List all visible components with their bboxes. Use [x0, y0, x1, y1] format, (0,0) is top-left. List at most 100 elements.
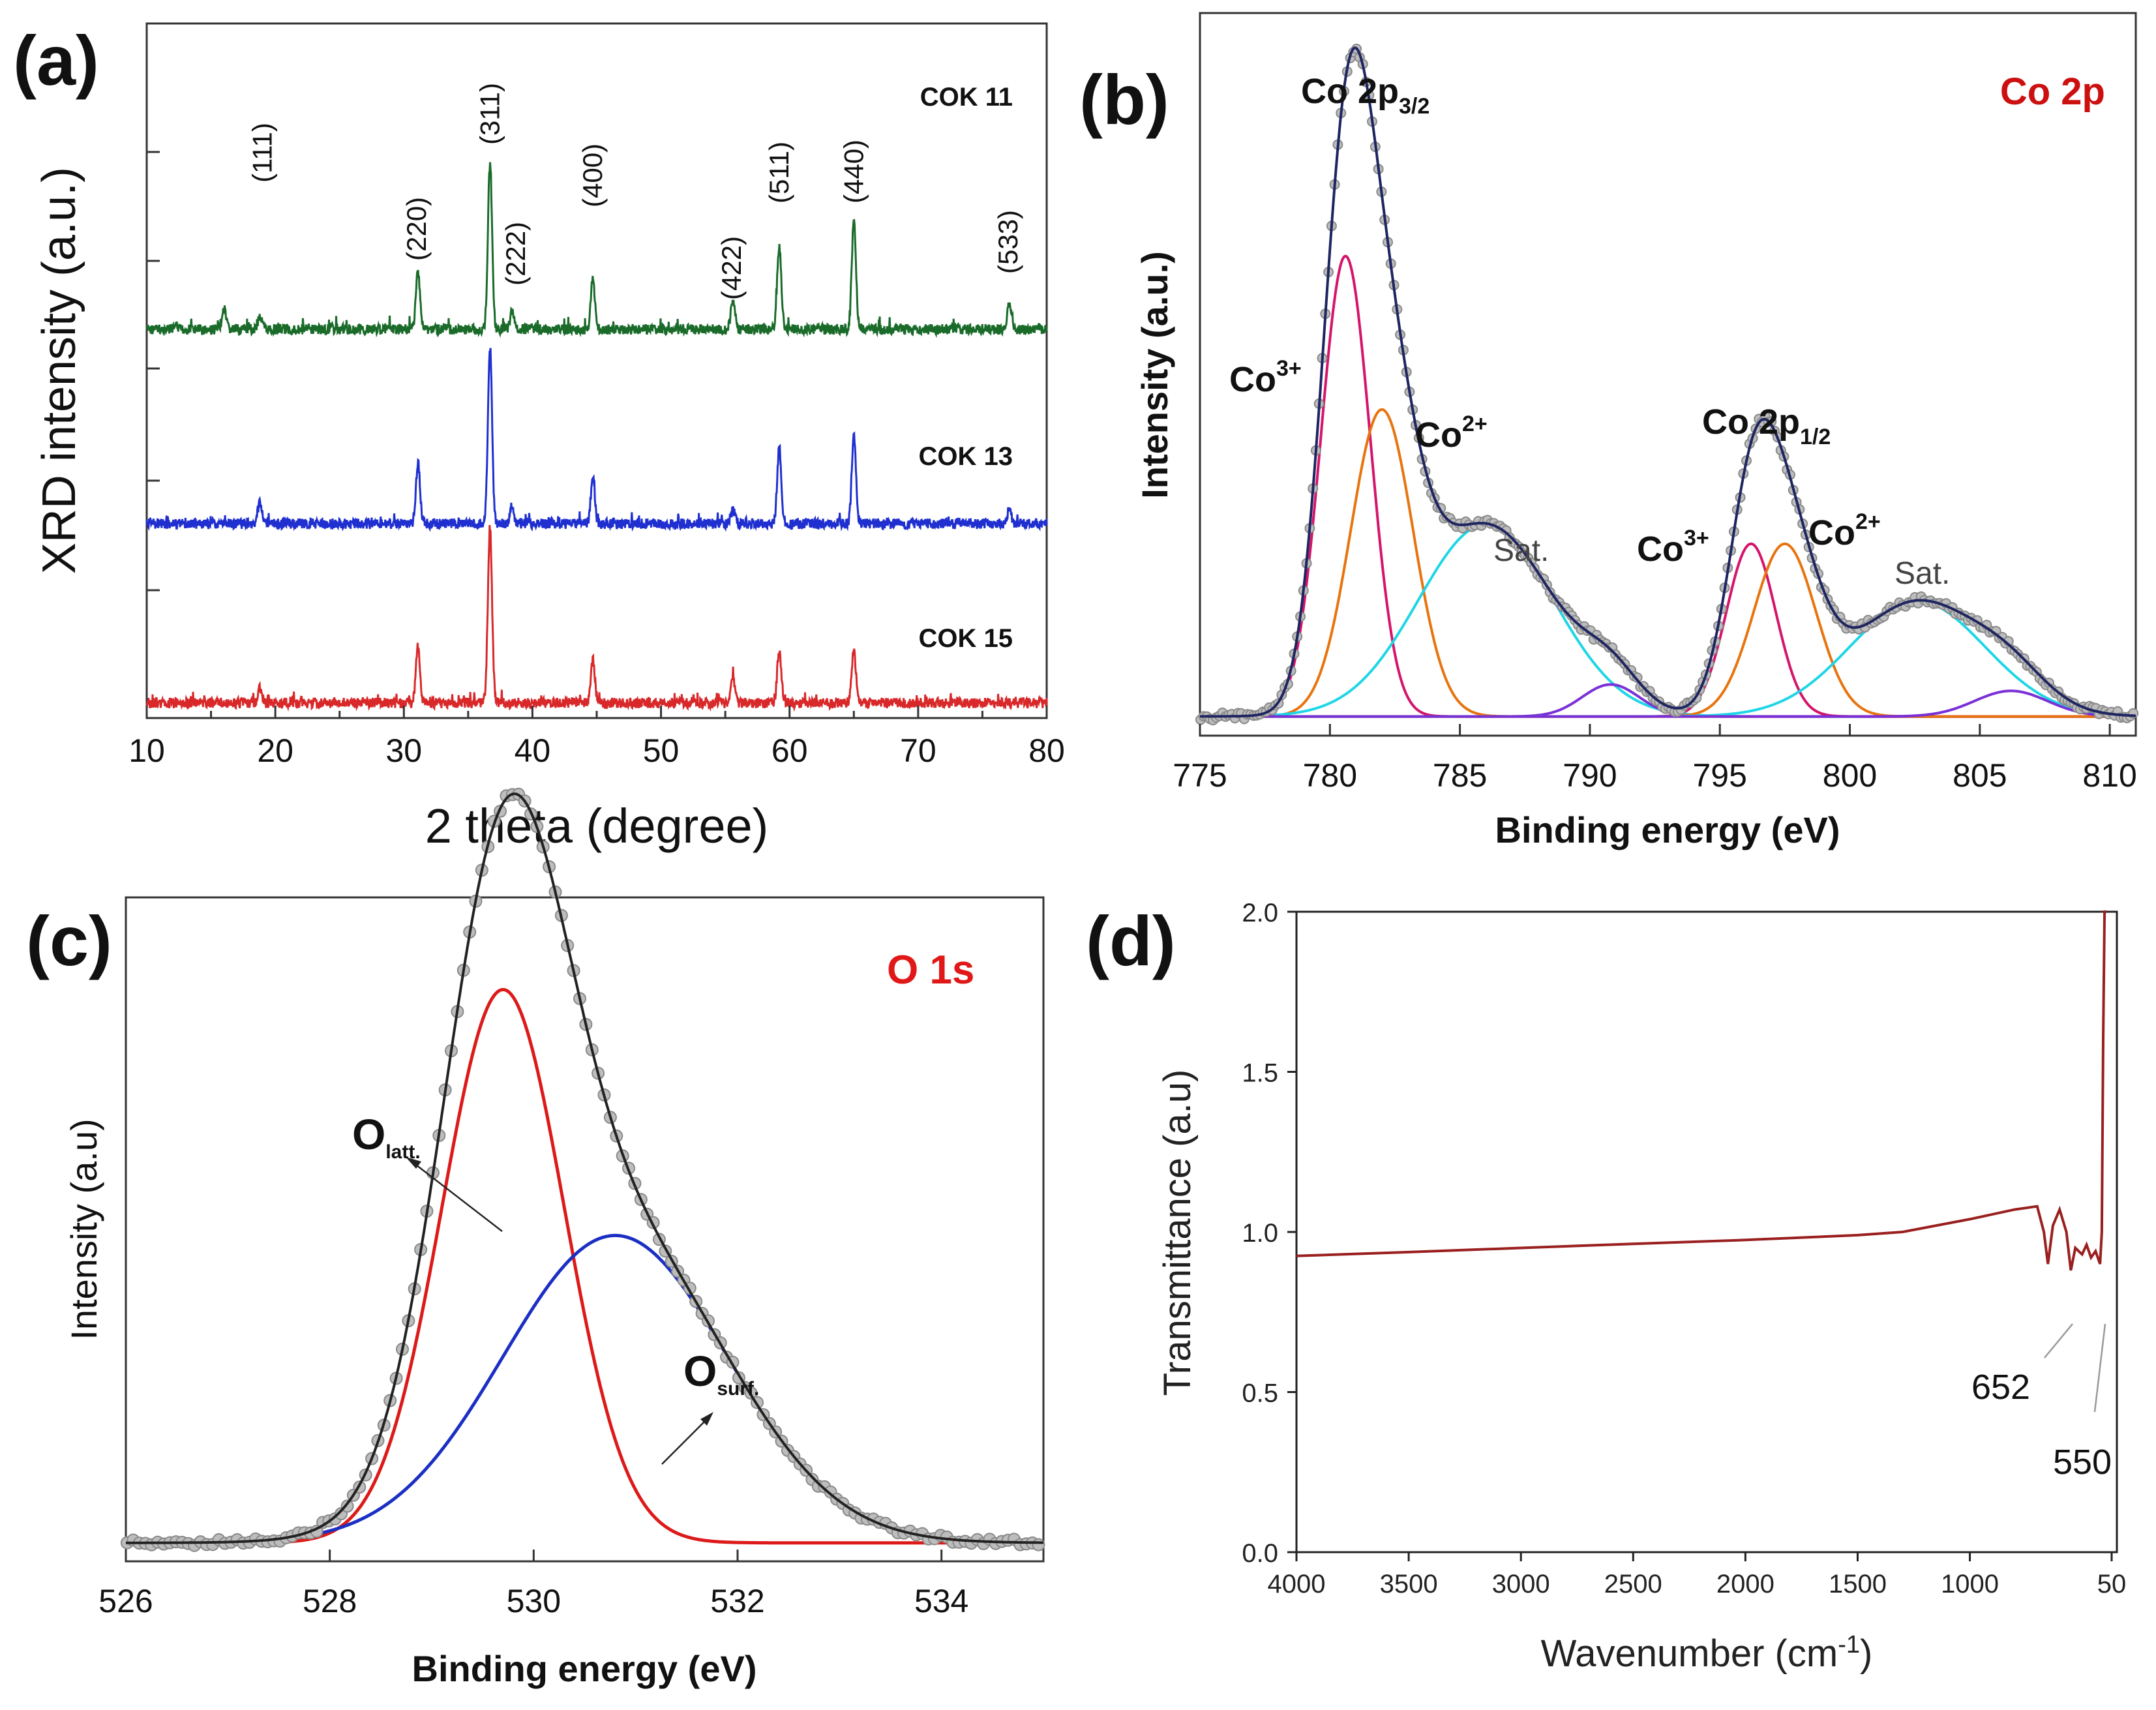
peak-annotation: (222)	[500, 222, 531, 286]
x-tick-label: 785	[1433, 757, 1487, 794]
x-tick-label: 20	[257, 732, 293, 769]
x-tick-label: 10	[128, 732, 165, 769]
y-ticks-d: 0.0 0.5 1.0 1.5 2.0	[1242, 899, 1296, 1568]
x-tick-label: 810	[2082, 757, 2136, 794]
series-label: COK 11	[920, 83, 1013, 112]
series-trace	[145, 162, 1048, 338]
fit-component	[1200, 254, 2136, 718]
fit-curves-c	[120, 787, 1045, 1552]
panel-d-ftir: (d) 0.0 0.5 1.0 1.5 2.0 652 550 4000 3500 3000 2…	[1086, 899, 2126, 1675]
x-tick-label: 4000	[1268, 1570, 1326, 1598]
x-tick-label: 775	[1173, 757, 1227, 794]
band-label: 652	[1971, 1368, 2030, 1407]
x-tick-label: 1500	[1829, 1570, 1887, 1598]
x-tick-label: 40	[515, 732, 551, 769]
peak-annotation: (111)	[247, 123, 277, 183]
x-tick-label: 528	[303, 1583, 357, 1619]
x-tick-label: 50	[643, 732, 680, 769]
y-axis-label-a: XRD intensity (a.u.)	[33, 167, 85, 574]
y-tick-label: 0.0	[1242, 1539, 1278, 1568]
spectrum-line	[1296, 910, 2107, 1271]
peak-label: Co 2p1/2	[1702, 402, 1831, 449]
pointer-550	[2093, 1323, 2106, 1413]
y-axis-label-b: Intensity (a.u.)	[1134, 251, 1175, 499]
x-ticks-b: 775 780 785 790 795 800 805 810	[1173, 724, 2137, 794]
panel-label-c: (c)	[26, 901, 112, 980]
peak-label: Co2+	[1808, 509, 1881, 552]
y-axis-label-c: Intensity (a.u)	[63, 1118, 104, 1340]
series-label: COK 13	[919, 442, 1013, 471]
x-tick-label: 50	[2097, 1570, 2127, 1598]
y-tick-label: 1.0	[1242, 1219, 1278, 1248]
fit-component	[1200, 600, 2136, 718]
panel-c-o1s: (c) O 1s Olatt. Osurf. 526 528 530 532 534 Bi…	[26, 787, 1045, 1689]
panel-title-c: O 1s	[887, 948, 974, 993]
x-tick-label: 1000	[1941, 1570, 1999, 1598]
y-ticks-a	[147, 151, 160, 592]
series-trace	[145, 524, 1048, 712]
spectrum-d	[1296, 910, 2107, 1271]
arrowhead-latt	[406, 1157, 421, 1169]
peak-annotation: (220)	[401, 197, 432, 261]
x-tick-label: 790	[1563, 757, 1617, 794]
peak-annotation: (511)	[764, 142, 794, 203]
x-tick-label: 526	[98, 1583, 153, 1619]
x-ticks-d: 4000 3500 3000 2500 2000 1500 1000 50	[1268, 1552, 2127, 1598]
band-labels-d: 652 550	[1971, 1323, 2112, 1482]
peak-label: Sat.	[1894, 556, 1950, 591]
x-tick-label: 3000	[1492, 1570, 1550, 1598]
y-tick-label: 0.5	[1242, 1379, 1278, 1408]
peak-label: Co2+	[1415, 412, 1488, 455]
x-tick-label: 2500	[1604, 1570, 1662, 1598]
x-tick-label: 60	[771, 732, 808, 769]
peak-annotation: (311)	[474, 83, 505, 145]
x-axis-label-a: 2 theta (degree)	[425, 799, 769, 853]
x-tick-label: 800	[1823, 757, 1877, 794]
x-tick-label: 3500	[1380, 1570, 1438, 1598]
peak-label: Co3+	[1637, 526, 1709, 569]
plot-frame-b	[1199, 12, 2137, 737]
band-label: 550	[2053, 1443, 2112, 1482]
x-tick-label: 780	[1303, 757, 1357, 794]
x-ticks-c: 526 528 530 532 534	[98, 1550, 968, 1619]
panel-title-b: Co 2p	[2000, 70, 2105, 113]
fit-component	[126, 1233, 1043, 1545]
peak-labels-b: Co 2p3/2 Co3+ Co2+ Sat. Co 2p1/2 Co3+ Co2+ Sat.	[1229, 72, 1950, 591]
x-ticks-a: 10 20 30 40 50 60 70 80	[128, 706, 1065, 769]
x-tick-label: 534	[914, 1583, 968, 1619]
peak-annotation: (422)	[716, 236, 747, 300]
peak-annotation: (440)	[838, 140, 869, 203]
peak-annotation: (400)	[577, 143, 608, 207]
panel-a-xrd: (a) COK 11 COK 13 COK 15 (111) (220) (311) (2…	[13, 21, 1065, 853]
x-tick-label: 805	[1953, 757, 2007, 794]
peak-label: Sat.	[1493, 533, 1549, 568]
panel-label-a: (a)	[13, 21, 99, 100]
fit-envelope	[1200, 46, 2136, 718]
series-trace	[145, 348, 1048, 532]
x-tick-label: 530	[507, 1583, 561, 1619]
x-tick-label: 532	[710, 1583, 764, 1619]
peak-labels-c: Olatt. Osurf.	[352, 1110, 759, 1465]
x-axis-label-d: Wavenumber (cm-1)	[1541, 1631, 1873, 1675]
peak-annotations-a: (111) (220) (311) (222) (400) (422) (511) (440)…	[247, 83, 1023, 300]
fit-component	[1200, 689, 2136, 718]
data-point	[1032, 1538, 1045, 1552]
peak-label: Osurf.	[683, 1347, 759, 1400]
arrow-latt	[410, 1160, 503, 1232]
y-axis-label-d: Transmittance (a.u)	[1156, 1070, 1199, 1396]
series-labels-a: COK 11 COK 13 COK 15	[919, 83, 1013, 653]
traces-a	[145, 162, 1048, 712]
fit-curves-b	[1195, 43, 2139, 726]
x-tick-label: 795	[1693, 757, 1747, 794]
x-tick-label: 70	[900, 732, 936, 769]
peak-label: Olatt.	[352, 1110, 421, 1163]
series-label: COK 15	[919, 624, 1013, 653]
arrowhead-surf	[700, 1412, 713, 1426]
plot-frame-c	[125, 896, 1045, 1563]
fit-envelope	[126, 792, 1043, 1544]
pointer-652	[2044, 1323, 2073, 1358]
panel-label-b: (b)	[1079, 60, 1169, 139]
peak-annotation: (533)	[993, 210, 1023, 274]
